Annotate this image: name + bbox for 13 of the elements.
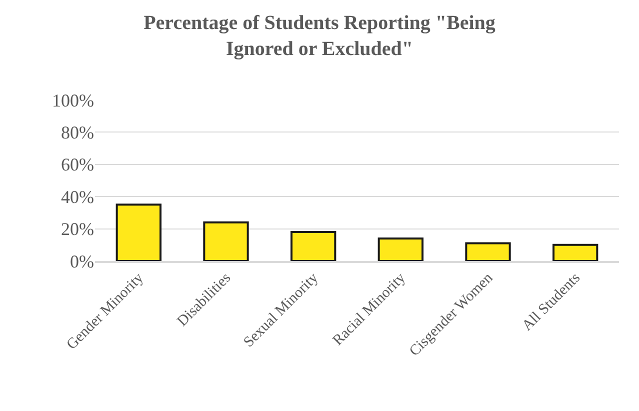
bar: [552, 244, 598, 261]
y-tick-label: 100%: [52, 90, 94, 110]
y-tick-label: 80%: [61, 122, 94, 142]
bar: [203, 221, 249, 261]
y-tick-label: 20%: [61, 219, 94, 240]
y-tick-label: 0%: [70, 251, 94, 272]
bar: [378, 237, 424, 261]
bar: [465, 242, 511, 261]
y-tick-label: 60%: [61, 154, 94, 175]
bar: [290, 231, 336, 261]
chart-title: Percentage of Students Reporting "Being Ignored or Excluded": [144, 12, 496, 60]
bar: [116, 204, 162, 261]
y-tick-label: 40%: [61, 186, 94, 207]
